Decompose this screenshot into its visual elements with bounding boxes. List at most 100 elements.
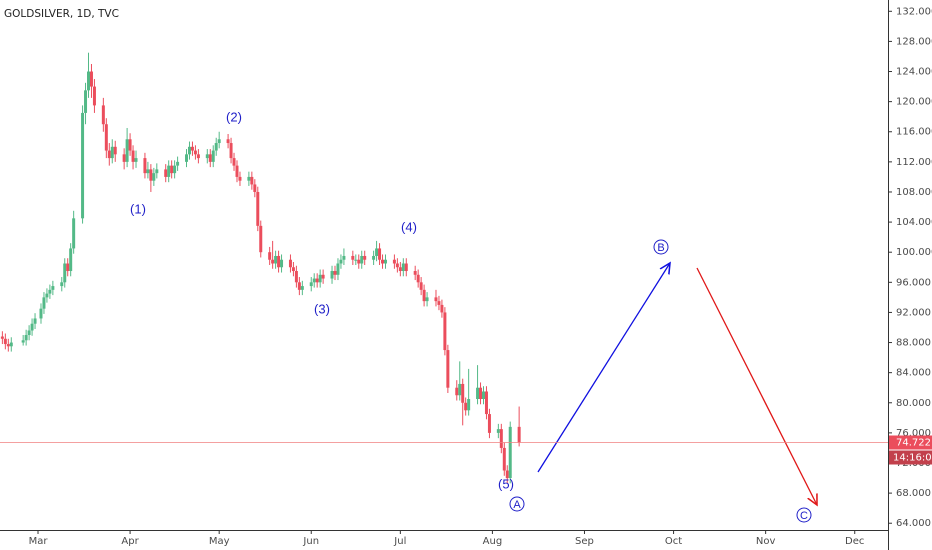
y-tick-label: 96.000 [896,277,931,288]
wave-circle [509,496,525,512]
candle-body [110,146,114,159]
candle-body [381,259,385,264]
y-tick-label: 100.000 [896,247,932,258]
candle-body [437,301,441,305]
x-tick-label: Jun [302,536,319,547]
candle-body [312,278,316,283]
candle-body [271,259,275,264]
candle-body [259,225,263,253]
candle-body [152,173,156,181]
candle-body [277,255,281,268]
candle-body [268,252,272,260]
y-tick-label: 88.000 [896,338,931,349]
candle-body [66,263,70,272]
y-tick-label: 104.000 [896,217,932,228]
candle-body [229,143,233,159]
candle-body [360,255,364,264]
candle-body [363,255,367,260]
candle-body [149,169,153,181]
candle-body [247,176,251,181]
candle-body [458,383,462,396]
candle-body [24,335,28,341]
candle-body [84,90,88,113]
x-tick-label: Aug [483,536,503,547]
x-tick-label: Apr [121,536,139,547]
candle-body [48,289,52,294]
candle-body [63,263,67,283]
y-tick-label: 132.000 [896,6,932,17]
candle-body [342,255,346,260]
wave-label: A [513,499,521,511]
wave-label: (4) [401,219,417,234]
candle-body [425,297,429,302]
candle-body [143,158,147,174]
candle-body [107,150,111,159]
candle-body [467,399,471,411]
candle-body [288,259,292,268]
y-tick-label: 64.000 [896,518,931,529]
candle-body [226,139,230,144]
candle-body [9,342,13,347]
y-tick-label: 68.000 [896,488,931,499]
candle-body [30,323,34,331]
candle-body [440,304,444,313]
candle-body [72,218,76,249]
x-tick-label: Oct [665,536,682,547]
candle-body [164,169,168,177]
candle-body [211,150,215,162]
candle-body [190,146,194,151]
projection-arrow [537,263,670,473]
chart-title: GOLDSILVER, 1D, TVC [4,8,119,20]
candle-body [87,71,91,91]
candle-body [309,282,313,287]
candle-body [92,86,96,106]
candle-body [434,297,438,302]
candle-body [187,146,191,155]
candle-body [443,312,447,351]
candle-body [81,112,85,219]
candle-body [318,274,322,283]
candle-body [176,161,180,166]
candle-body [375,248,379,256]
candle-body [238,176,242,181]
candle-body [461,383,465,403]
candle-body [128,139,132,151]
candle-body [464,402,468,411]
projection-arrow [696,267,817,505]
candle-body [125,139,129,162]
candle-body [419,282,423,290]
candle-body [481,391,485,400]
candle-body [294,271,298,283]
y-tick-label: 92.000 [896,307,931,318]
wave-label: C [800,510,808,522]
x-tick-label: Nov [756,536,776,547]
candle-body [214,143,218,151]
candle-body [280,259,284,268]
candle-body [131,150,135,162]
candle-body [170,165,174,174]
x-tick-label: Dec [845,536,864,547]
candle-body [383,259,387,264]
candle-body [315,278,319,283]
candle-body [196,154,200,159]
candle-body [89,71,93,87]
candle-body [354,259,358,261]
candle-body [42,297,46,309]
candle-body [422,289,426,302]
price-tag [889,435,932,450]
candle-body [479,387,483,400]
wave-circle [653,239,669,255]
candle-body [502,447,506,471]
countdown-label: 14:16:04 [893,453,932,464]
price-tag-label: 74.722 [896,438,931,449]
y-tick-label: 124.000 [896,67,932,78]
y-tick-label: 76.000 [896,428,931,439]
x-tick-label: Sep [575,536,594,547]
candle-body [167,165,171,177]
candle-body [185,154,189,162]
y-tick-label: 128.000 [896,36,932,47]
candle-body [395,263,399,268]
candle-body [487,414,491,433]
candle-body [3,338,7,345]
